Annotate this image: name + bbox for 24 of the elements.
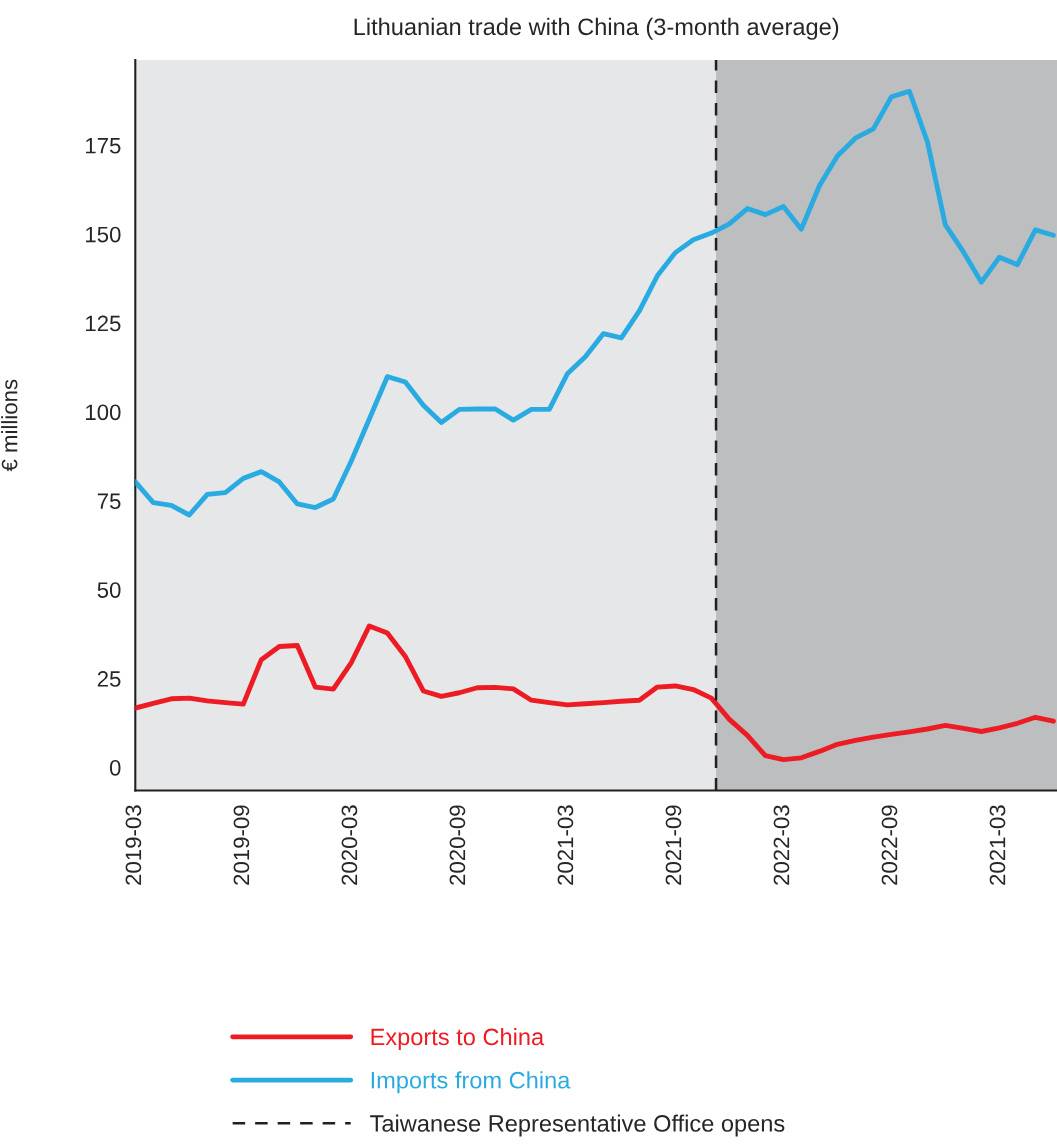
y-tick-label: 150	[86, 226, 121, 243]
y-tick-label: 50	[97, 582, 121, 598]
x-tick-label: 2019-09	[233, 805, 250, 885]
y-tick-label: 175	[86, 138, 121, 154]
x-tick-label: 2020-03	[341, 805, 358, 885]
y-tick-label: 100	[86, 404, 121, 421]
text: Exports to China	[371, 1027, 545, 1050]
x-tick-label: 2021-09	[665, 805, 682, 885]
y-tick-label: 25	[97, 671, 121, 687]
text: Taiwanese Representative Office opens	[370, 1114, 785, 1137]
x-tick-label: 2021-03	[989, 805, 1006, 885]
x-tick-label: 2020-09	[449, 805, 466, 885]
y-tick-label: 0	[109, 759, 121, 776]
x-tick-label: 2021-03	[557, 805, 574, 885]
text: Imports from China	[371, 1071, 571, 1094]
x-tick-label: 2022-03	[773, 805, 790, 885]
y-tick-label: 75	[97, 493, 121, 510]
y-axis-title: € millions	[1, 379, 18, 472]
line-series	[135, 623, 1056, 763]
x-tick-label: 2019-03	[125, 805, 142, 885]
x-tick-label: 2022-09	[881, 805, 898, 885]
line-series	[135, 88, 1056, 518]
chart-title: Lithuanian trade with China (3-month average)	[354, 17, 839, 40]
y-tick-label: 125	[86, 315, 121, 332]
